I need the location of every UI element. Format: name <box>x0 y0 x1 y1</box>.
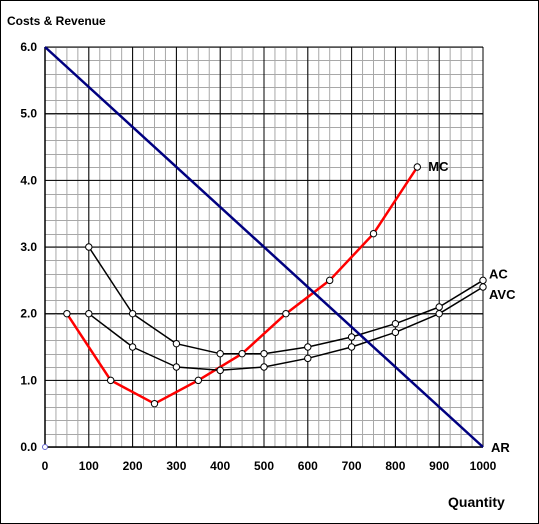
data-point-avc <box>479 283 487 291</box>
data-point-mc <box>150 399 159 408</box>
data-point-ac <box>216 349 224 358</box>
data-point-ac <box>85 243 93 251</box>
y-tick-label: 1.0 <box>20 373 37 387</box>
y-axis-title: Costs & Revenue <box>7 14 106 28</box>
y-tick-label: 5.0 <box>20 107 37 121</box>
series-line-ac <box>88 246 484 355</box>
x-tick-label: 400 <box>210 459 230 473</box>
data-point-ac <box>347 333 356 341</box>
series-line-avc <box>88 286 484 372</box>
data-point-mc <box>326 276 334 285</box>
x-tick-label: 500 <box>254 459 274 473</box>
axes <box>44 47 483 448</box>
data-point-avc <box>435 309 443 318</box>
x-tick-label: 1000 <box>470 459 497 473</box>
data-point-avc <box>172 363 181 371</box>
y-tick-label: 0.0 <box>20 440 37 454</box>
x-tick-label: 700 <box>342 459 362 473</box>
y-tick-label: 4.0 <box>20 173 37 187</box>
data-point-mc <box>194 376 203 385</box>
data-point-ac <box>172 339 181 348</box>
series-label-ac: AC <box>489 266 508 281</box>
x-tick-label: 0 <box>42 459 49 473</box>
curves <box>44 46 484 448</box>
series-line-ar <box>44 46 484 448</box>
x-tick-label: 300 <box>166 459 186 473</box>
x-tick-label: 900 <box>429 459 449 473</box>
data-point-mc <box>413 163 421 171</box>
x-tick-label: 600 <box>298 459 318 473</box>
markers <box>42 163 487 450</box>
data-point-avc <box>391 328 400 337</box>
data-point-ac <box>391 319 400 328</box>
x-tick-label: 200 <box>123 459 143 473</box>
curve-labels: MC AC AVC AR <box>428 159 516 455</box>
origin-point <box>42 444 48 450</box>
x-axis-title: Quantity <box>448 494 505 510</box>
y-tick-label: 2.0 <box>20 307 37 321</box>
x-tick-label: 100 <box>79 459 99 473</box>
data-point-mc <box>107 376 115 385</box>
data-point-mc <box>63 309 71 318</box>
x-tick-label: 800 <box>385 459 405 473</box>
y-tick-label: 6.0 <box>20 40 37 54</box>
series-label-avc: AVC <box>489 287 516 302</box>
data-point-mc <box>369 229 378 238</box>
data-point-ac <box>128 309 137 318</box>
data-point-avc <box>85 309 93 318</box>
series-label-ar: AR <box>491 440 510 455</box>
data-point-avc <box>260 363 268 371</box>
data-point-mc <box>238 349 246 358</box>
data-point-ac <box>260 349 268 358</box>
data-point-avc <box>304 354 312 363</box>
tick-labels: 0 100 200 300 400 500 600 700 800 900 1000 0.0 1.0 2.… <box>20 40 496 473</box>
data-point-mc <box>282 309 290 318</box>
y-tick-label: 3.0 <box>20 240 37 254</box>
data-point-ac <box>479 276 487 285</box>
data-point-ac <box>435 303 443 311</box>
data-point-avc <box>347 343 356 351</box>
series-label-mc: MC <box>428 159 449 174</box>
data-point-avc <box>128 343 137 351</box>
data-point-ac <box>304 343 312 351</box>
data-point-avc <box>216 366 224 375</box>
